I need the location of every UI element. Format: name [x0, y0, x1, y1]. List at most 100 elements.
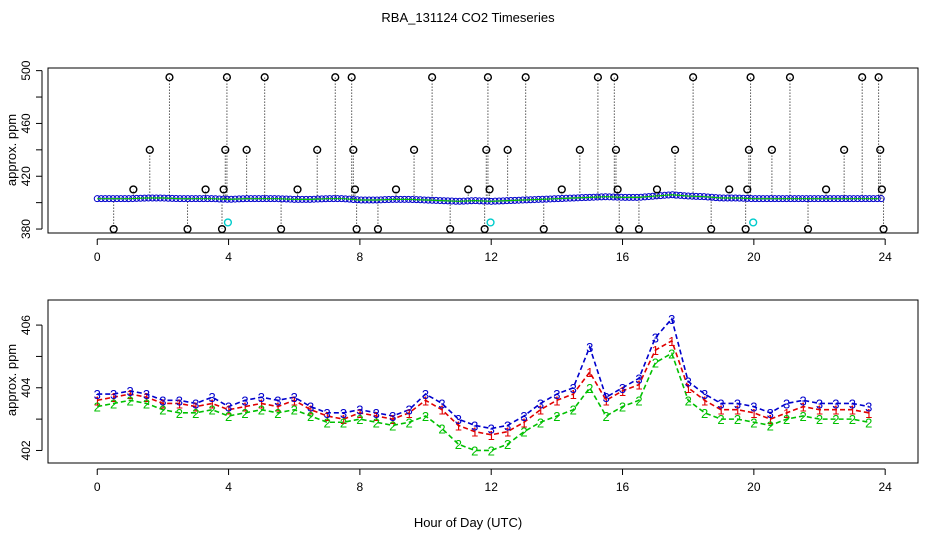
bottom-series-point-3: 3 — [406, 403, 413, 418]
top-marker-point — [293, 185, 302, 194]
top-x-tick-label: 0 — [94, 250, 101, 264]
bottom-series-point-1: 1 — [832, 403, 839, 418]
bottom-series-point-2: 2 — [307, 409, 314, 424]
bottom-series-point-3: 3 — [668, 312, 675, 327]
top-marker-point — [347, 73, 356, 82]
x-axis-label: Hour of Day (UTC) — [414, 515, 522, 530]
bottom-series-point-1: 1 — [635, 378, 642, 393]
bottom-series-point-3: 3 — [110, 387, 117, 402]
bottom-series-point-2: 2 — [488, 443, 495, 458]
bottom-series-point-1: 1 — [471, 425, 478, 440]
bottom-series-point-3: 3 — [750, 400, 757, 415]
bottom-series-point-1: 1 — [356, 406, 363, 421]
top-marker-point — [652, 185, 662, 194]
bottom-series-point-3: 3 — [570, 381, 577, 396]
bottom-series-point-3: 3 — [241, 393, 248, 408]
top-marker-point — [482, 145, 491, 154]
bottom-series-point-1: 1 — [389, 412, 396, 427]
top-marker-point — [821, 185, 831, 194]
top-marker-point — [689, 73, 698, 82]
top-y-tick-label: 380 — [19, 219, 33, 239]
bottom-series-point-1: 1 — [274, 400, 281, 415]
top-x-tick-label: 24 — [878, 250, 892, 264]
bottom-series-point-3: 3 — [865, 400, 872, 415]
bottom-series-point-2: 2 — [767, 418, 774, 433]
top-marker-point — [165, 73, 174, 82]
bottom-series-point-2: 2 — [734, 412, 741, 427]
bottom-series-point-2: 2 — [126, 393, 133, 408]
bottom-series-point-2: 2 — [422, 409, 429, 424]
bottom-series-point-2: 2 — [652, 356, 659, 371]
top-marker-point — [109, 224, 118, 234]
bottom-series-point-2: 2 — [192, 406, 199, 421]
bottom-series-point-2: 2 — [241, 406, 248, 421]
top-y-tick-label: 500 — [19, 60, 33, 80]
bottom-series-point-2: 2 — [291, 403, 298, 418]
bottom-series-point-3: 3 — [209, 390, 216, 405]
bottom-series-line-1 — [97, 339, 869, 436]
chart-title: RBA_131124 CO2 Timeseries — [381, 10, 555, 25]
bottom-series-point-1: 1 — [652, 343, 659, 358]
bottom-y-tick-label: 404 — [19, 377, 33, 397]
top-marker-point — [743, 185, 752, 194]
bottom-series-point-2: 2 — [553, 409, 560, 424]
top-marker-point — [276, 224, 286, 234]
bottom-series-point-1: 1 — [783, 406, 790, 421]
bottom-series-point-3: 3 — [192, 396, 199, 411]
bottom-series-point-2: 2 — [274, 406, 281, 421]
top-marker-point — [746, 73, 755, 82]
top-baseline-line — [97, 194, 879, 202]
bottom-series-point-3: 3 — [783, 396, 790, 411]
top-marker-point — [707, 224, 716, 234]
bottom-series-point-3: 3 — [553, 387, 560, 402]
top-marker-point — [201, 185, 210, 194]
top-marker-point — [485, 185, 494, 194]
bottom-series-point-3: 3 — [586, 340, 593, 355]
top-marker-point — [557, 185, 566, 194]
bottom-series-point-1: 1 — [849, 403, 856, 418]
bottom-x-axis: 0 4 8 12 16 20 24 — [94, 468, 892, 494]
top-marker-point — [610, 73, 619, 82]
top-marker-point — [858, 73, 867, 82]
bottom-series-point-2: 2 — [701, 406, 708, 421]
top-x-axis: 0 4 8 12 16 20 24 — [94, 238, 892, 264]
top-marker-point — [741, 224, 750, 234]
bottom-series-point-2: 2 — [685, 393, 692, 408]
top-marker-point — [785, 73, 795, 82]
bottom-series-point-1: 1 — [717, 403, 724, 418]
bottom-y-tick-label: 406 — [19, 315, 33, 335]
bottom-series-point-1: 1 — [340, 412, 347, 427]
bottom-series-point-2: 2 — [520, 425, 527, 440]
bottom-series-point-2: 2 — [783, 412, 790, 427]
bottom-series-point-3: 3 — [602, 390, 609, 405]
bottom-series-point-1: 1 — [307, 403, 314, 418]
top-marker-point — [744, 145, 754, 154]
top-plot-frame — [47, 67, 919, 234]
top-flag-point — [223, 218, 233, 227]
bottom-series-point-3: 3 — [356, 403, 363, 418]
bottom-series-point-3: 3 — [767, 406, 774, 421]
top-marker-point — [373, 224, 383, 234]
bottom-series-line-2 — [97, 352, 869, 452]
bottom-series-point-3: 3 — [291, 390, 298, 405]
bottom-series-point-2: 2 — [340, 415, 347, 430]
bottom-series-point-1: 1 — [176, 396, 183, 411]
top-marker-point — [803, 224, 813, 234]
bottom-series-point-2: 2 — [176, 406, 183, 421]
bottom-series-point-2: 2 — [504, 437, 511, 452]
top-marker-point — [391, 185, 401, 194]
bottom-series-point-2: 2 — [159, 403, 166, 418]
bottom-series-point-2: 2 — [389, 418, 396, 433]
bottom-x-tick-label: 0 — [94, 480, 101, 494]
bottom-series-point-2: 2 — [209, 403, 216, 418]
bottom-series-point-3: 3 — [717, 396, 724, 411]
bottom-series-point-3: 3 — [438, 396, 445, 411]
bottom-series-point-3: 3 — [652, 331, 659, 346]
bottom-series-point-1: 1 — [701, 393, 708, 408]
top-marker-point — [242, 145, 251, 154]
top-marks — [93, 73, 888, 234]
bottom-series-point-3: 3 — [488, 422, 495, 437]
bottom-series-point-2: 2 — [225, 409, 232, 424]
top-marker-point — [260, 73, 269, 82]
